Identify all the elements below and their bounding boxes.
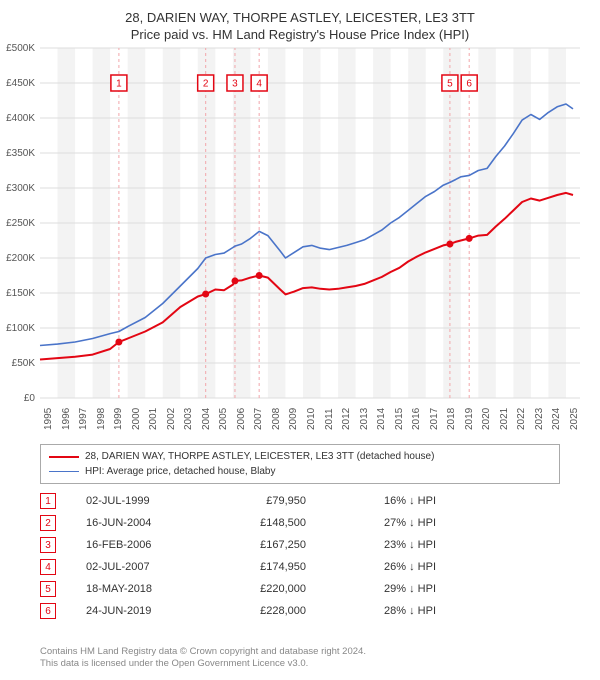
svg-text:£350K: £350K (6, 148, 35, 159)
transaction-marker: 5 (40, 581, 56, 597)
footer-line1: Contains HM Land Registry data © Crown c… (40, 646, 560, 658)
svg-text:£300K: £300K (6, 183, 35, 194)
transaction-marker: 1 (40, 493, 56, 509)
transaction-pct: 26% ↓ HPI (336, 561, 436, 573)
svg-text:5: 5 (447, 79, 453, 90)
svg-text:1: 1 (116, 79, 122, 90)
x-tick-label: 2008 (271, 408, 282, 430)
x-tick-label: 2010 (306, 408, 317, 430)
transaction-pct: 16% ↓ HPI (336, 495, 436, 507)
x-tick-label: 2013 (359, 408, 370, 430)
x-tick-label: 2009 (288, 408, 299, 430)
svg-text:£400K: £400K (6, 113, 35, 124)
legend-label-hpi: HPI: Average price, detached house, Blab… (85, 466, 276, 477)
x-tick-label: 2019 (464, 408, 475, 430)
svg-text:3: 3 (232, 79, 238, 90)
legend-box: 28, DARIEN WAY, THORPE ASTLEY, LEICESTER… (40, 444, 560, 484)
transaction-date: 02-JUL-2007 (86, 561, 226, 573)
x-tick-label: 2003 (183, 408, 194, 430)
transaction-price: £220,000 (226, 583, 336, 595)
x-tick-label: 2011 (324, 408, 335, 430)
x-tick-label: 2002 (166, 408, 177, 430)
x-tick-label: 1997 (78, 408, 89, 430)
transaction-row: 2 16-JUN-2004£148,50027% ↓ HPI (40, 512, 560, 534)
legend-row-price-paid: 28, DARIEN WAY, THORPE ASTLEY, LEICESTER… (49, 449, 551, 464)
transaction-pct: 23% ↓ HPI (336, 539, 436, 551)
x-tick-label: 2007 (253, 408, 264, 430)
x-tick-label: 1998 (96, 408, 107, 430)
x-tick-label: 2000 (131, 408, 142, 430)
x-tick-label: 2020 (481, 408, 492, 430)
x-tick-label: 2024 (551, 408, 562, 430)
x-axis-labels: 1995 1996 1997 1998 1999 2000 2001 2002 2003 2004… (40, 398, 580, 438)
x-tick-label: 2012 (341, 408, 352, 430)
x-tick-label: 2015 (394, 408, 405, 430)
footer-attribution: Contains HM Land Registry data © Crown c… (40, 646, 560, 670)
transaction-price: £79,950 (226, 495, 336, 507)
transaction-row: 6 24-JUN-2019£228,00028% ↓ HPI (40, 600, 560, 622)
svg-text:£500K: £500K (6, 43, 35, 54)
chart-titles: 28, DARIEN WAY, THORPE ASTLEY, LEICESTER… (0, 0, 600, 42)
legend-label-price-paid: 28, DARIEN WAY, THORPE ASTLEY, LEICESTER… (85, 451, 434, 462)
svg-text:£100K: £100K (6, 323, 35, 334)
x-tick-label: 2016 (411, 408, 422, 430)
transaction-marker: 4 (40, 559, 56, 575)
x-tick-label: 2017 (429, 408, 440, 430)
transaction-pct: 28% ↓ HPI (336, 605, 436, 617)
transaction-row: 1 02-JUL-1999£79,95016% ↓ HPI (40, 490, 560, 512)
svg-text:4: 4 (256, 79, 262, 90)
legend-row-hpi: HPI: Average price, detached house, Blab… (49, 464, 551, 479)
chart-area: £0£50K£100K£150K£200K£250K£300K£350K£400… (40, 48, 580, 398)
line-chart-svg: £0£50K£100K£150K£200K£250K£300K£350K£400… (40, 48, 580, 398)
transaction-pct: 27% ↓ HPI (336, 517, 436, 529)
x-tick-label: 2021 (499, 408, 510, 430)
transaction-date: 16-JUN-2004 (86, 517, 226, 529)
footer-line2: This data is licensed under the Open Gov… (40, 658, 560, 670)
transaction-price: £228,000 (226, 605, 336, 617)
legend-swatch-price-paid (49, 456, 79, 458)
transactions-table: 1 02-JUL-1999£79,95016% ↓ HPI 2 16-JUN-2004… (40, 490, 560, 622)
x-tick-label: 2006 (236, 408, 247, 430)
chart-title-line2: Price paid vs. HM Land Registry's House … (0, 27, 600, 42)
transaction-row: 4 02-JUL-2007£174,95026% ↓ HPI (40, 556, 560, 578)
svg-text:2: 2 (203, 79, 209, 90)
transaction-marker: 3 (40, 537, 56, 553)
x-tick-label: 2023 (534, 408, 545, 430)
chart-title-line1: 28, DARIEN WAY, THORPE ASTLEY, LEICESTER… (0, 10, 600, 25)
svg-text:£200K: £200K (6, 253, 35, 264)
x-tick-label: 1999 (113, 408, 124, 430)
x-tick-label: 2001 (148, 408, 159, 430)
x-tick-label: 1995 (43, 408, 54, 430)
transaction-date: 02-JUL-1999 (86, 495, 226, 507)
transaction-row: 3 16-FEB-2006£167,25023% ↓ HPI (40, 534, 560, 556)
svg-text:6: 6 (466, 79, 472, 90)
x-tick-label: 2004 (201, 408, 212, 430)
x-tick-label: 2022 (516, 408, 527, 430)
transaction-price: £167,250 (226, 539, 336, 551)
transaction-date: 24-JUN-2019 (86, 605, 226, 617)
transaction-price: £174,950 (226, 561, 336, 573)
svg-text:£0: £0 (24, 393, 36, 404)
x-tick-label: 2025 (569, 408, 580, 430)
legend-swatch-hpi (49, 471, 79, 472)
x-tick-label: 2005 (218, 408, 229, 430)
transaction-date: 18-MAY-2018 (86, 583, 226, 595)
x-tick-label: 2018 (446, 408, 457, 430)
svg-text:£450K: £450K (6, 78, 35, 89)
transaction-marker: 6 (40, 603, 56, 619)
svg-text:£50K: £50K (12, 358, 36, 369)
transaction-price: £148,500 (226, 517, 336, 529)
transaction-marker: 2 (40, 515, 56, 531)
x-tick-label: 2014 (376, 408, 387, 430)
transaction-row: 5 18-MAY-2018£220,00029% ↓ HPI (40, 578, 560, 600)
transaction-date: 16-FEB-2006 (86, 539, 226, 551)
transaction-pct: 29% ↓ HPI (336, 583, 436, 595)
svg-text:£150K: £150K (6, 288, 35, 299)
svg-text:£250K: £250K (6, 218, 35, 229)
x-tick-label: 1996 (61, 408, 72, 430)
